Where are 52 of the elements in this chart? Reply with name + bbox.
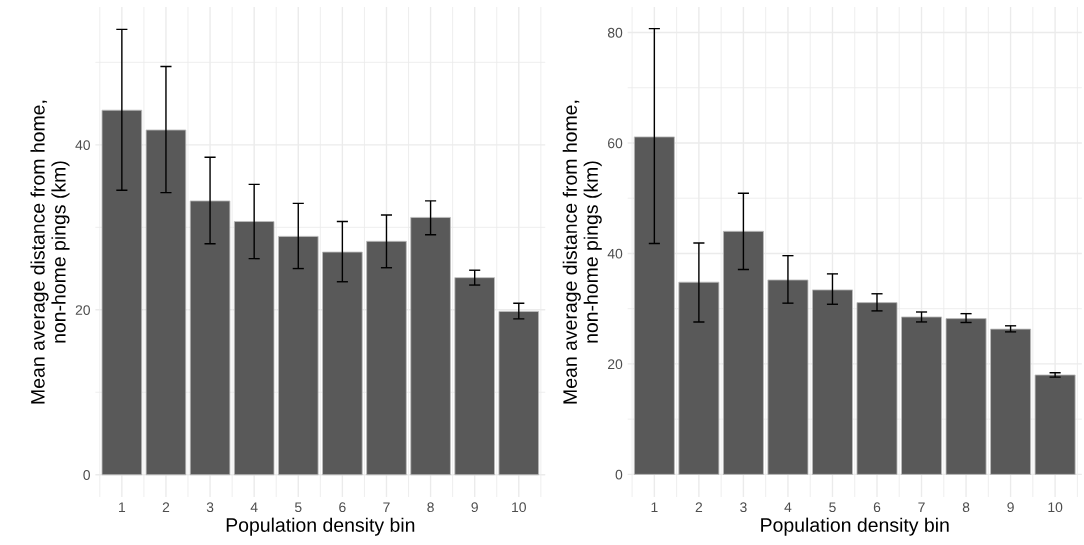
x-tick-label: 6 xyxy=(339,502,346,513)
x-tick-label: 5 xyxy=(294,502,302,513)
x-tick-label: 5 xyxy=(829,502,836,513)
x-tick-label: 10 xyxy=(512,502,526,513)
x-tick-label: 3 xyxy=(740,502,747,513)
bar xyxy=(901,316,942,475)
x-tick-label: 9 xyxy=(1007,502,1014,513)
bar xyxy=(278,235,319,476)
bar xyxy=(633,136,675,475)
y-tick-label: 60 xyxy=(608,138,623,149)
bar xyxy=(812,289,853,475)
y-axis-title: Mean average distance from home, non-home pings (km) xyxy=(562,100,602,404)
x-tick-label: 8 xyxy=(427,502,434,513)
y-axis-title: Mean average distance from home, non-home pings (km) xyxy=(30,100,70,404)
x-tick-label: 1 xyxy=(651,502,658,512)
x-tick-label: 8 xyxy=(962,502,970,513)
y-tick-label: 80 xyxy=(607,27,623,38)
bar xyxy=(767,279,809,475)
bar xyxy=(101,109,143,476)
x-axis-title: Population density bin xyxy=(226,517,415,536)
x-tick-label: 1 xyxy=(119,502,126,512)
x-tick-label: 9 xyxy=(471,502,478,513)
x-tick-label: 7 xyxy=(918,502,925,512)
bar xyxy=(410,217,451,476)
bar xyxy=(722,230,764,475)
bar xyxy=(498,311,540,476)
bar xyxy=(990,328,1032,475)
bar xyxy=(233,221,275,476)
bar xyxy=(145,129,187,476)
bar xyxy=(1034,374,1076,475)
y-tick-label: 20 xyxy=(75,305,90,315)
x-tick-label: 4 xyxy=(250,502,258,512)
x-tick-label: 4 xyxy=(784,502,792,512)
bar xyxy=(189,200,231,476)
bar xyxy=(366,240,407,476)
x-tick-label: 10 xyxy=(1048,502,1063,513)
y-tick-label: 0 xyxy=(83,470,90,480)
bar xyxy=(945,318,987,475)
x-tick-label: 2 xyxy=(695,502,703,512)
y-tick-label: 20 xyxy=(608,359,623,370)
x-tick-label: 2 xyxy=(162,502,170,512)
x-tick-label: 6 xyxy=(873,502,881,513)
y-tick-label: 40 xyxy=(75,140,90,150)
bar xyxy=(678,281,720,475)
bar xyxy=(856,302,898,475)
x-axis-title: Population density bin xyxy=(761,517,949,536)
bar xyxy=(454,277,495,476)
bar xyxy=(322,251,363,476)
x-tick-label: 7 xyxy=(383,502,390,512)
x-tick-label: 3 xyxy=(206,502,214,513)
y-tick-label: 0 xyxy=(615,469,623,480)
y-tick-label: 40 xyxy=(607,248,623,259)
